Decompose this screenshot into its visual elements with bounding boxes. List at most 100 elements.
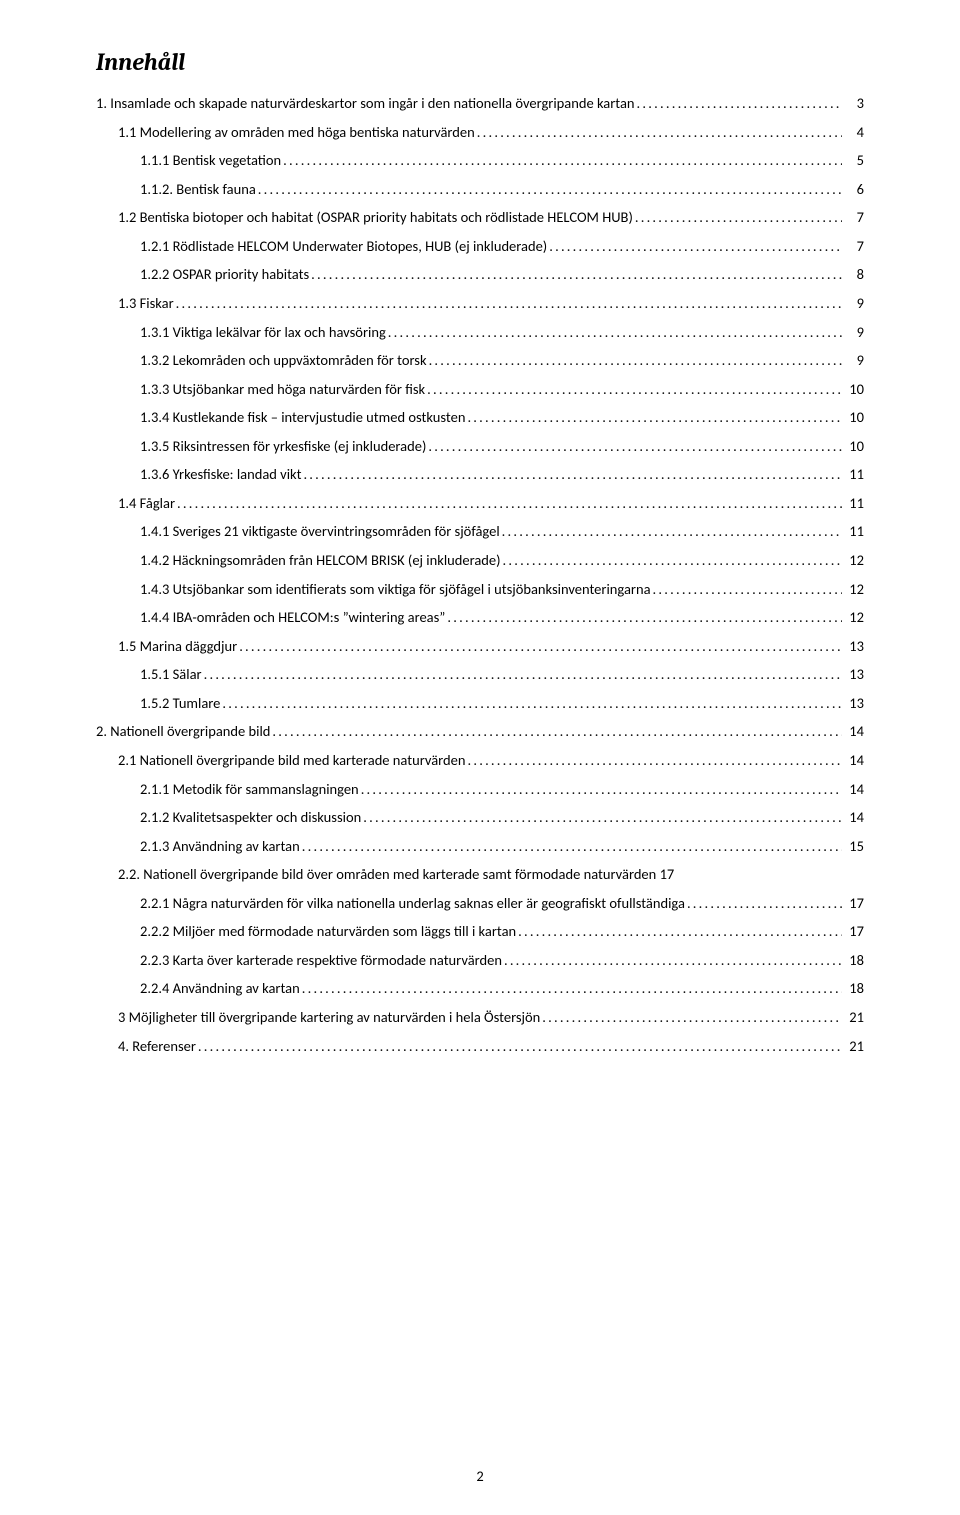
toc-entry-label: 1.1.2. Bentisk fauna xyxy=(140,180,256,200)
toc-entry-label: 1.1.1 Bentisk vegetation xyxy=(140,151,281,171)
toc-leader-dots xyxy=(258,180,842,200)
toc-entry-page: 10 xyxy=(844,408,864,428)
toc-entry: 1.5.2 Tumlare 13 xyxy=(96,694,864,714)
toc-entry-label: 2.2.4 Användning av kartan xyxy=(140,979,300,999)
toc-entry-page: 5 xyxy=(844,151,864,171)
toc-entry: 2.2.1 Några naturvärden för vilka nation… xyxy=(96,894,864,914)
toc-entry: 3 Möjligheter till övergripande karterin… xyxy=(96,1008,864,1028)
toc-entry: 2.2. Nationell övergripande bild över om… xyxy=(96,865,864,885)
toc-entry: 1.1.1 Bentisk vegetation 5 xyxy=(96,151,864,171)
toc-leader-dots xyxy=(311,265,842,285)
toc-entry: 1.3 Fiskar 9 xyxy=(96,294,864,314)
toc-entry-page: 21 xyxy=(844,1008,864,1028)
toc-entry-page: 11 xyxy=(844,522,864,542)
toc-entry: 2.2.2 Miljöer med förmodade naturvärden … xyxy=(96,922,864,942)
toc-leader-dots xyxy=(504,951,842,971)
toc-entry: 1.3.5 Riksintressen för yrkesfiske (ej i… xyxy=(96,437,864,457)
toc-entry-page: 9 xyxy=(844,323,864,343)
toc-entry-page: 11 xyxy=(844,465,864,485)
toc-entry-label: 2.1 Nationell övergripande bild med kart… xyxy=(118,751,465,771)
toc-entry-page: 9 xyxy=(844,294,864,314)
toc-leader-dots xyxy=(361,780,842,800)
toc-entry-label: 2.1.1 Metodik för sammanslagningen xyxy=(140,780,359,800)
toc-entry-label: 1.4.1 Sveriges 21 viktigaste övervintrin… xyxy=(140,522,500,542)
toc-entry-label: 1.3.1 Viktiga lekälvar för lax och havsö… xyxy=(140,323,386,343)
toc-entry-page: 6 xyxy=(844,180,864,200)
toc-entry-page: 7 xyxy=(844,237,864,257)
toc-leader-dots xyxy=(176,294,842,314)
toc-entry-page: 17 xyxy=(844,922,864,942)
toc-entry-label: 1.2.2 OSPAR priority habitats xyxy=(140,265,309,285)
toc-entry-label: 1.1 Modellering av områden med höga bent… xyxy=(118,123,475,143)
toc-entry-label: 3 Möjligheter till övergripande karterin… xyxy=(118,1008,540,1028)
toc-entry: 1.4.2 Häckningsområden från HELCOM BRISK… xyxy=(96,551,864,571)
toc-entry-page: 7 xyxy=(844,208,864,228)
toc-entry-page: 8 xyxy=(844,265,864,285)
toc-entry-page: 15 xyxy=(844,837,864,857)
toc-entry: 2.2.3 Karta över karterade respektive fö… xyxy=(96,951,864,971)
toc-leader-dots xyxy=(467,408,842,428)
toc-entry: 1.2.1 Rödlistade HELCOM Underwater Bioto… xyxy=(96,237,864,257)
toc-entry-page: 12 xyxy=(844,608,864,628)
toc-leader-dots xyxy=(477,123,842,143)
toc-entry-label: 1.3.3 Utsjöbankar med höga naturvärden f… xyxy=(140,380,425,400)
toc-entry-label: 1.3.6 Yrkesfiske: landad vikt xyxy=(140,465,301,485)
toc-entry-page: 10 xyxy=(844,380,864,400)
toc-entry: 1.3.3 Utsjöbankar med höga naturvärden f… xyxy=(96,380,864,400)
toc-leader-dots xyxy=(363,808,842,828)
toc-entry-page: 13 xyxy=(844,665,864,685)
toc-entry: 2.1 Nationell övergripande bild med kart… xyxy=(96,751,864,771)
toc-entry: 1.2.2 OSPAR priority habitats 8 xyxy=(96,265,864,285)
toc-entry-page: 4 xyxy=(844,123,864,143)
toc-entry: 2.1.2 Kvalitetsaspekter och diskussion14 xyxy=(96,808,864,828)
toc-entry: 1.1 Modellering av områden med höga bent… xyxy=(96,123,864,143)
toc-entry: 1.4 Fåglar11 xyxy=(96,494,864,514)
toc-leader-dots xyxy=(428,437,842,457)
toc-entry: 1.2 Bentiska biotoper och habitat (OSPAR… xyxy=(96,208,864,228)
toc-entry-label: 1.3.5 Riksintressen för yrkesfiske (ej i… xyxy=(140,437,426,457)
toc-entry-label: 1.3 Fiskar xyxy=(118,294,174,314)
toc-leader-dots xyxy=(283,151,842,171)
toc-leader-dots xyxy=(542,1008,842,1028)
toc-entry-label: 1.4 Fåglar xyxy=(118,494,175,514)
toc-entry-label: 2.1.2 Kvalitetsaspekter och diskussion xyxy=(140,808,361,828)
toc-leader-dots xyxy=(653,580,842,600)
toc-entry-label: 2.2.1 Några naturvärden för vilka nation… xyxy=(140,894,685,914)
toc-entry-label: 1.4.4 IBA-områden och HELCOM:s ”winterin… xyxy=(140,608,445,628)
toc-entry-page: 21 xyxy=(844,1037,864,1057)
toc-entry: 1.3.1 Viktiga lekälvar för lax och havsö… xyxy=(96,323,864,343)
toc-leader-dots xyxy=(427,380,842,400)
toc-leader-dots xyxy=(467,751,842,771)
toc-entry-page: 13 xyxy=(844,694,864,714)
toc-entry-label: 2. Nationell övergripande bild xyxy=(96,722,270,742)
toc-entry-page: 18 xyxy=(844,951,864,971)
toc-entry-page: 12 xyxy=(844,580,864,600)
toc-entry-page: 14 xyxy=(844,722,864,742)
toc-leader-dots xyxy=(303,465,842,485)
toc-entry-label: 1.2 Bentiska biotoper och habitat (OSPAR… xyxy=(118,208,633,228)
toc-entry: 1.4.3 Utsjöbankar som identifierats som … xyxy=(96,580,864,600)
toc-leader-dots xyxy=(204,665,842,685)
toc-leader-dots xyxy=(177,494,842,514)
toc-entry-label: 2.2.3 Karta över karterade respektive fö… xyxy=(140,951,502,971)
toc-leader-dots xyxy=(637,94,842,114)
toc-entry-page: 18 xyxy=(844,979,864,999)
toc-entry-label: 1. Insamlade och skapade naturvärdeskart… xyxy=(96,94,635,114)
toc-entry: 2. Nationell övergripande bild 14 xyxy=(96,722,864,742)
toc-leader-dots xyxy=(302,979,842,999)
toc-leader-dots xyxy=(518,922,842,942)
toc-leader-dots xyxy=(549,237,842,257)
toc-entry-page: 12 xyxy=(844,551,864,571)
toc-entry-label: 1.4.2 Häckningsområden från HELCOM BRISK… xyxy=(140,551,501,571)
toc-entry-page: 17 xyxy=(660,865,675,885)
page-number: 2 xyxy=(0,1467,960,1485)
table-of-contents: 1. Insamlade och skapade naturvärdeskart… xyxy=(96,94,864,1056)
toc-entry-label: 1.5.1 Sälar xyxy=(140,665,202,685)
toc-entry: 1.3.4 Kustlekande fisk – intervjustudie … xyxy=(96,408,864,428)
toc-entry: 1.3.2 Lekområden och uppväxtområden för … xyxy=(96,351,864,371)
toc-entry-label: 1.3.2 Lekområden och uppväxtområden för … xyxy=(140,351,427,371)
toc-entry-page: 13 xyxy=(844,637,864,657)
toc-entry-label: 1.5.2 Tumlare xyxy=(140,694,220,714)
toc-entry-label: 1.5 Marina däggdjur xyxy=(118,637,237,657)
toc-entry-label: 1.3.4 Kustlekande fisk – intervjustudie … xyxy=(140,408,465,428)
